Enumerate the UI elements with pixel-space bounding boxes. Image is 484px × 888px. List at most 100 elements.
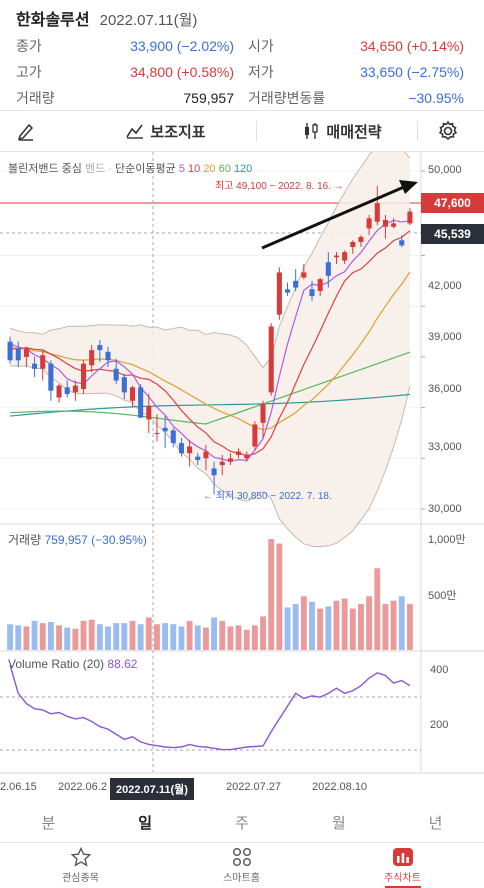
crosshair-price-tag: 45,539: [421, 224, 484, 244]
price-axis-tick: 36,000: [428, 383, 462, 395]
volume-legend: 거래량 759,957 (−30.95%): [8, 531, 147, 548]
volume-bar: [31, 620, 38, 650]
candle-body: [113, 368, 119, 381]
candle-body: [301, 272, 307, 278]
tab-year[interactable]: 년: [428, 815, 443, 832]
volume-bar: [7, 624, 14, 650]
nav-watchlist[interactable]: 관심종목: [0, 843, 161, 888]
candle-body: [407, 211, 413, 224]
candle-body: [358, 236, 364, 242]
candle-body: [203, 451, 209, 459]
price-axis-tick: 30,000: [428, 503, 462, 515]
volume-bar: [211, 617, 218, 650]
volume-bar: [309, 601, 315, 650]
volume-bar: [137, 624, 144, 650]
ma10-line: [10, 230, 411, 457]
candle-body: [23, 348, 29, 357]
nav-smarthome[interactable]: 스마트홈: [161, 843, 322, 888]
tab-week[interactable]: 주: [235, 815, 249, 832]
volume-bar: [292, 604, 299, 650]
volume-bar: [398, 596, 405, 650]
candle-body: [48, 363, 54, 391]
candle-body: [89, 350, 95, 366]
volume-bar: [382, 604, 389, 650]
candle-body: [309, 289, 315, 297]
volume-bar: [170, 624, 177, 650]
gear-icon: [438, 120, 458, 140]
indicator-button[interactable]: 보조지표: [76, 111, 256, 151]
legend-dot: ·: [108, 163, 112, 175]
volume-bar: [162, 623, 169, 650]
nav-stockchart-label: 주식차트: [384, 873, 421, 884]
candle-body: [129, 387, 136, 401]
volume-bar: [374, 568, 381, 650]
candle-body: [211, 468, 217, 476]
draw-tool-button[interactable]: [6, 111, 46, 151]
date-axis-label: 2022.08.10: [312, 781, 368, 793]
ma60-line: [10, 351, 411, 425]
volume-bar: [154, 624, 160, 650]
price-axis-tick: 33,000: [428, 441, 462, 453]
chart-area[interactable]: [0, 152, 484, 798]
volume-bar: [260, 616, 266, 650]
settings-button[interactable]: [428, 111, 468, 151]
volume-bar: [333, 600, 340, 650]
tab-day[interactable]: 일: [138, 815, 153, 832]
indicator-icon: [126, 124, 144, 139]
bollinger-band-fill: [10, 152, 410, 547]
strategy-button[interactable]: 매매전략: [267, 111, 417, 151]
candle-body: [260, 404, 266, 423]
ma20-line: [9, 271, 411, 431]
candle-body: [333, 255, 340, 258]
volume-bar: [317, 608, 324, 650]
candle-body: [56, 385, 62, 398]
high-value: 34,800 (+0.58%): [130, 64, 234, 80]
volume-value: 759,957: [183, 90, 234, 106]
candle-icon: [305, 123, 319, 139]
date-axis-label: 2022.07.27: [226, 781, 282, 793]
ma10-label: 10: [188, 163, 201, 175]
candle-body: [325, 262, 331, 276]
candle-body: [342, 252, 348, 261]
close-row: 종가 33,900 (−2.02%): [16, 33, 234, 59]
chart-toolbar: 보조지표 매매전략: [0, 110, 484, 152]
toolbar-divider: [256, 121, 257, 141]
bollinger-lower: [10, 365, 411, 548]
candle-body: [276, 272, 282, 315]
candle-body: [72, 385, 78, 393]
stock-name[interactable]: 한화솔루션: [16, 12, 90, 29]
candle-body: [64, 387, 70, 395]
volume-label: 거래량: [16, 90, 55, 106]
volume-bar: [121, 623, 128, 650]
candle-body: [244, 454, 250, 459]
volume-legend-label: 거래량: [8, 533, 42, 547]
candle-body: [162, 427, 168, 432]
current-price-tag: 47,600: [421, 193, 484, 213]
price-axis-tick: 50,000: [428, 164, 462, 176]
volume-legend-value: 759,957 (−30.95%): [44, 533, 147, 547]
tab-month[interactable]: 월: [331, 815, 346, 832]
candle-body: [350, 241, 356, 248]
volume-bar: [358, 604, 364, 650]
candle-body: [252, 424, 258, 447]
trend-arrow-line: [261, 185, 405, 250]
bar-chart-icon: [392, 848, 413, 866]
stock-chart[interactable]: [0, 152, 484, 798]
ma-label: 단순이동평균: [115, 163, 176, 175]
tab-minute[interactable]: 분: [41, 815, 56, 832]
candle-body: [32, 363, 38, 369]
low-row: 저가 33,650 (−2.75%): [234, 59, 464, 85]
volume-bar: [178, 626, 185, 650]
volume-bar: [284, 607, 291, 650]
volume-bar: [64, 627, 71, 650]
stock-header: 한화솔루션 2022.07.11(월) 종가 33,900 (−2.02%) 시…: [0, 0, 484, 108]
close-value: 33,900 (−2.02%): [130, 38, 234, 54]
low-value: 33,650 (−2.75%): [360, 64, 464, 80]
nav-stockchart[interactable]: 주식차트: [322, 843, 483, 888]
volume-bar: [219, 620, 226, 650]
high-annotation: 최고 49,100 − 2022. 8. 16. →: [215, 181, 344, 192]
candle-body: [105, 351, 111, 361]
band-label: 밴드: [84, 163, 106, 175]
main-legend: 볼린저밴드 중심 밴드 · 단순이동평균 5 10 20 60 120: [8, 160, 252, 176]
star-icon: [70, 847, 91, 867]
